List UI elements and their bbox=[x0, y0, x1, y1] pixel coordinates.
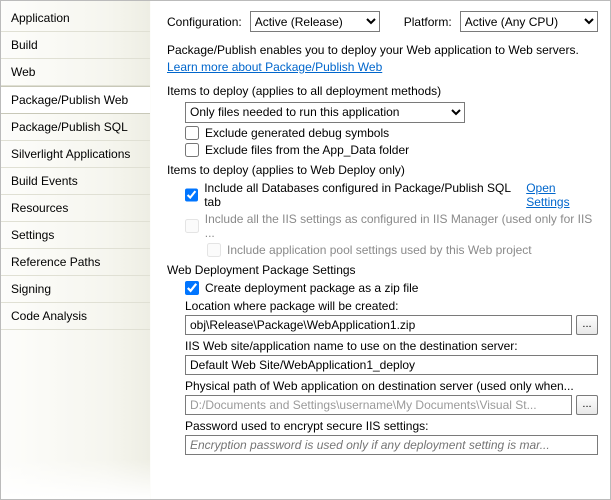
iis-name-label: IIS Web site/application name to use on … bbox=[185, 339, 598, 353]
intro-text: Package/Publish enables you to deploy yo… bbox=[167, 42, 598, 59]
include-apppool-label: Include application pool settings used b… bbox=[227, 243, 532, 257]
sidebar-item-reference-paths[interactable]: Reference Paths bbox=[1, 249, 150, 276]
configuration-select[interactable]: Active (Release) bbox=[250, 11, 380, 32]
include-apppool-checkbox bbox=[207, 243, 221, 257]
include-iis-checkbox bbox=[185, 219, 199, 233]
sidebar-item-code-analysis[interactable]: Code Analysis bbox=[1, 303, 150, 330]
main-panel: Configuration: Active (Release) Platform… bbox=[151, 1, 610, 499]
create-zip-label: Create deployment package as a zip file bbox=[205, 281, 418, 295]
password-input[interactable] bbox=[185, 435, 598, 455]
password-label: Password used to encrypt secure IIS sett… bbox=[185, 419, 598, 433]
iis-name-input[interactable] bbox=[185, 355, 598, 375]
location-input[interactable] bbox=[185, 315, 572, 335]
sidebar-item-silverlight[interactable]: Silverlight Applications bbox=[1, 141, 150, 168]
exclude-debug-label: Exclude generated debug symbols bbox=[205, 126, 389, 140]
include-iis-label: Include all the IIS settings as configur… bbox=[205, 212, 598, 240]
physical-path-label: Physical path of Web application on dest… bbox=[185, 379, 598, 393]
sidebar-item-settings[interactable]: Settings bbox=[1, 222, 150, 249]
physical-path-input bbox=[185, 395, 572, 415]
sidebar-item-signing[interactable]: Signing bbox=[1, 276, 150, 303]
exclude-appdata-label: Exclude files from the App_Data folder bbox=[205, 143, 409, 157]
section-deploy-web-title: Items to deploy (applies to Web Deploy o… bbox=[167, 163, 598, 177]
sidebar-item-build-events[interactable]: Build Events bbox=[1, 168, 150, 195]
sidebar-item-package-publish-web[interactable]: Package/Publish Web bbox=[1, 86, 150, 114]
sidebar: Application Build Web Package/Publish We… bbox=[1, 1, 151, 499]
items-to-deploy-select[interactable]: Only files needed to run this applicatio… bbox=[185, 102, 465, 123]
section-package-title: Web Deployment Package Settings bbox=[167, 263, 598, 277]
exclude-debug-checkbox[interactable] bbox=[185, 126, 199, 140]
configuration-label: Configuration: bbox=[167, 15, 242, 29]
location-label: Location where package will be created: bbox=[185, 299, 598, 313]
sidebar-item-resources[interactable]: Resources bbox=[1, 195, 150, 222]
create-zip-checkbox[interactable] bbox=[185, 281, 199, 295]
location-browse-button[interactable]: ... bbox=[576, 315, 598, 335]
sidebar-item-build[interactable]: Build bbox=[1, 32, 150, 59]
platform-label: Platform: bbox=[404, 15, 452, 29]
sidebar-item-web[interactable]: Web bbox=[1, 59, 150, 86]
exclude-appdata-checkbox[interactable] bbox=[185, 143, 199, 157]
platform-select[interactable]: Active (Any CPU) bbox=[460, 11, 598, 32]
include-databases-label: Include all Databases configured in Pack… bbox=[204, 181, 512, 209]
learn-more-link[interactable]: Learn more about Package/Publish Web bbox=[167, 60, 382, 74]
sidebar-item-application[interactable]: Application bbox=[1, 5, 150, 32]
open-settings-link[interactable]: Open Settings bbox=[526, 181, 598, 209]
section-deploy-all-title: Items to deploy (applies to all deployme… bbox=[167, 84, 598, 98]
sidebar-item-package-publish-sql[interactable]: Package/Publish SQL bbox=[1, 114, 150, 141]
physical-path-browse-button[interactable]: ... bbox=[576, 395, 598, 415]
include-databases-checkbox[interactable] bbox=[185, 188, 198, 202]
